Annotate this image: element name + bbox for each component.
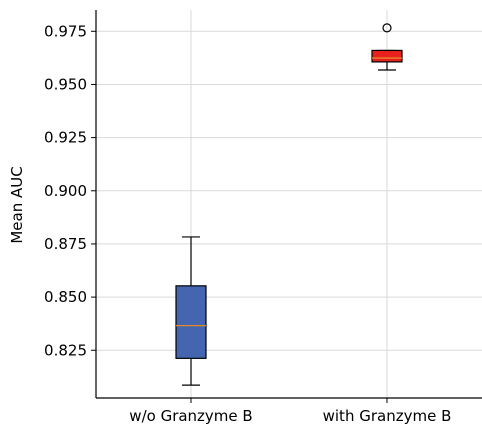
box-group — [175, 236, 207, 386]
axes — [91, 10, 482, 403]
y-tick-label: 0.925 — [44, 129, 87, 147]
y-tick-label: 0.850 — [44, 288, 87, 306]
box-body — [175, 285, 207, 359]
box-group — [371, 23, 403, 71]
y-tick-label: 0.950 — [44, 75, 87, 93]
x-tick-label: w/o Granzyme B — [129, 407, 252, 425]
box-body — [371, 49, 403, 63]
boxes — [175, 23, 403, 386]
outlier-point — [382, 23, 392, 33]
grid-lines — [96, 10, 482, 398]
y-axis-label: Mean AUC — [8, 166, 26, 243]
y-tick-label: 0.825 — [44, 341, 87, 359]
y-tick-label: 0.875 — [44, 235, 87, 253]
tick-labels: 0.825 0.850 0.875 0.900 0.925 0.950 0.975 w/o G… — [44, 22, 451, 425]
x-tick-label: with Granzyme B — [323, 407, 452, 425]
y-tick-label: 0.975 — [44, 22, 87, 40]
y-tick-label: 0.900 — [44, 182, 87, 200]
